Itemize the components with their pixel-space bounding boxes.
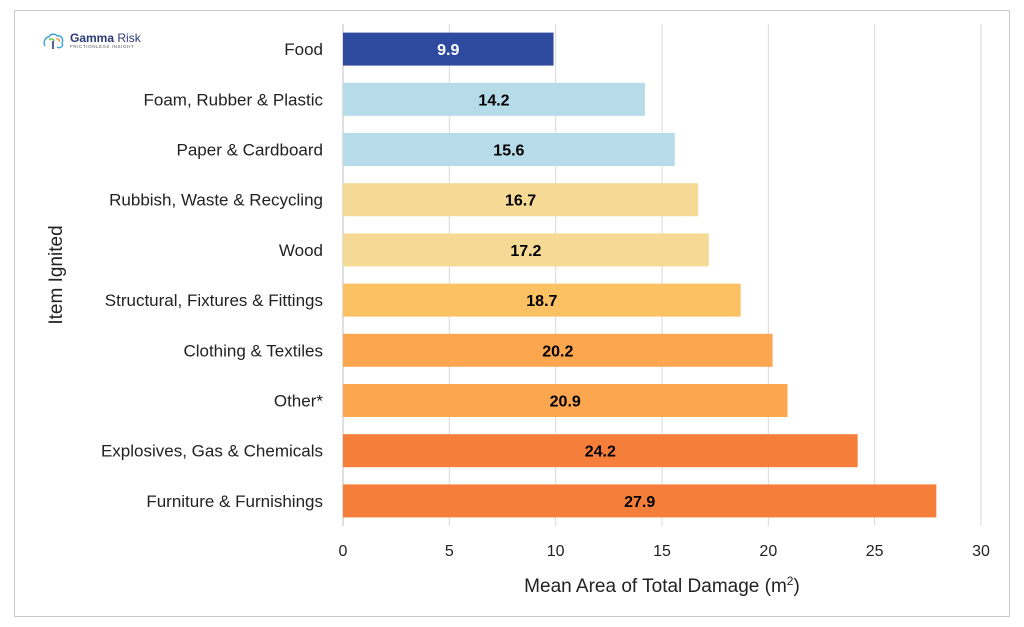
y-category-label: Clothing & Textiles bbox=[183, 341, 323, 360]
y-category-label: Structural, Fixtures & Fittings bbox=[105, 291, 323, 310]
tree-logo-icon bbox=[43, 33, 64, 49]
bar bbox=[343, 82, 645, 116]
bar-data-label: 17.2 bbox=[510, 243, 541, 260]
bar-data-label: 20.9 bbox=[550, 394, 581, 411]
x-tick-label: 0 bbox=[339, 543, 348, 560]
x-tick-label: 5 bbox=[445, 543, 454, 560]
bar-data-label: 14.2 bbox=[478, 92, 509, 109]
y-category-label: Food bbox=[284, 40, 323, 59]
bar bbox=[343, 283, 741, 317]
bar-data-label: 20.2 bbox=[542, 343, 573, 360]
y-category-label: Foam, Rubber & Plastic bbox=[143, 90, 323, 109]
bar bbox=[343, 133, 675, 166]
y-category-label: Paper & Cardboard bbox=[177, 141, 323, 160]
bar bbox=[343, 233, 709, 267]
y-category-label: Explosives, Gas & Chemicals bbox=[101, 442, 323, 461]
bar-data-label: 15.6 bbox=[493, 143, 524, 160]
x-tick-label: 15 bbox=[653, 543, 671, 560]
x-tick-label: 30 bbox=[972, 543, 990, 560]
bar-data-label: 18.7 bbox=[526, 293, 557, 310]
bar bbox=[343, 384, 788, 417]
bar-data-label: 16.7 bbox=[505, 193, 536, 210]
bar bbox=[343, 32, 554, 66]
bar bbox=[343, 183, 699, 217]
gamma-risk-logo: Gamma Risk FRICTIONLESS INSIGHT bbox=[42, 32, 141, 50]
bar bbox=[343, 484, 937, 518]
y-category-label: Wood bbox=[279, 241, 323, 260]
bar-data-label: 9.9 bbox=[437, 42, 459, 59]
y-category-label: Other* bbox=[274, 392, 324, 411]
x-tick-label: 10 bbox=[547, 543, 565, 560]
bar-data-label: 27.9 bbox=[624, 494, 655, 511]
x-tick-label: 20 bbox=[759, 543, 777, 560]
bar-data-label: 24.2 bbox=[585, 444, 616, 461]
logo-brand: Gamma Risk bbox=[70, 31, 141, 46]
x-axis-label: Mean Area of Total Damage (m2) bbox=[524, 574, 800, 597]
y-category-label: Rubbish, Waste & Recycling bbox=[109, 191, 323, 210]
y-category-label: Furniture & Furnishings bbox=[146, 492, 323, 511]
x-tick-label: 25 bbox=[866, 543, 884, 560]
bar bbox=[343, 434, 858, 468]
bar bbox=[343, 333, 773, 367]
logo-tagline: FRICTIONLESS INSIGHT bbox=[70, 44, 135, 50]
y-axis-label: Item Ignited bbox=[46, 225, 67, 324]
